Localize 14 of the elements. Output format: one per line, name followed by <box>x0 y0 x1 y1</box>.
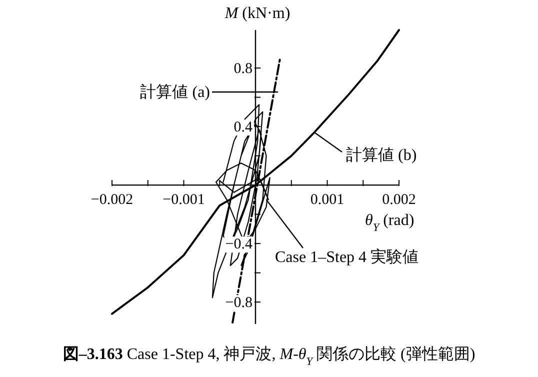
y-tick-label: −0.4 <box>225 236 253 253</box>
x-tick-label: 0.002 <box>382 192 416 208</box>
annotation: 計算値 (a) <box>140 83 210 101</box>
y-tick-label: 0.8 <box>234 61 252 78</box>
y-tick-label: 0.4 <box>234 120 253 136</box>
text: 図–3.163 Case 1-Step 4, 神戸波, M-θ$_{Y}$ 関係の比較 (弾性範囲) <box>62 345 476 368</box>
annotation: 計算値 (b) <box>346 146 417 164</box>
x-tick-label: 0.001 <box>310 192 344 208</box>
x-tick-label: −0.002 <box>90 192 134 208</box>
x-tick-label: −0.001 <box>162 192 205 208</box>
x-axis-title: θ$_{Y}$ (rad) <box>365 212 414 234</box>
y-tick-label: −0.8 <box>225 295 252 312</box>
y-axis-title: M (kN·m) <box>224 5 290 22</box>
annotation: Case 1–Step 4 実験値 <box>275 248 419 266</box>
